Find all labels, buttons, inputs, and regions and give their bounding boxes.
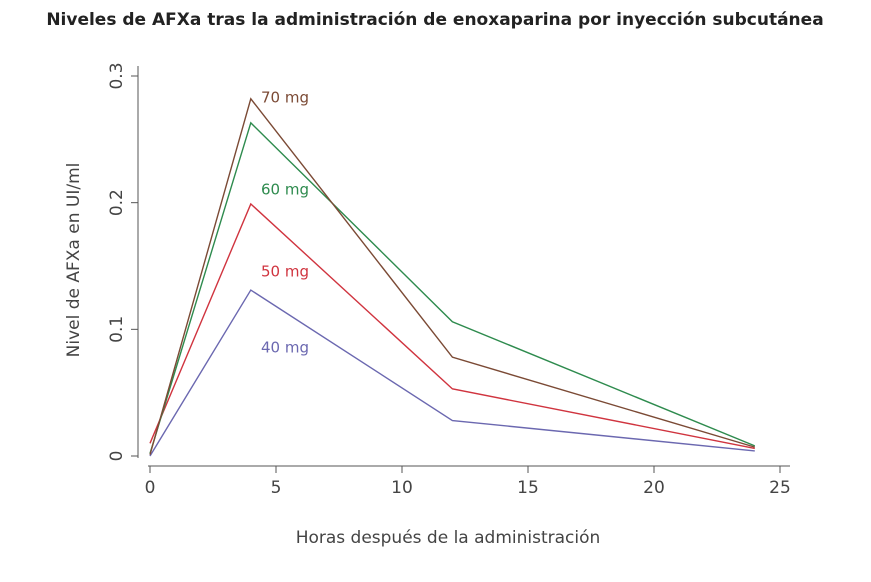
- x-tick-label: 25: [769, 478, 791, 498]
- series-line: [149, 289, 755, 457]
- x-axis-label: Horas después de la administración: [296, 528, 601, 548]
- x-tick-label: 20: [643, 478, 665, 498]
- series-line: [149, 202, 755, 450]
- series-label: 50 mg: [261, 263, 309, 281]
- series-label: 40 mg: [261, 339, 309, 357]
- y-axis-label: Nivel de AFXa en UI/ml: [64, 163, 84, 358]
- x-tick-label: 5: [271, 478, 282, 498]
- series-label: 60 mg: [261, 181, 309, 199]
- y-tick-label: 0.3: [107, 62, 127, 89]
- x-tick-label: 0: [145, 478, 156, 498]
- y-tick-label: 0.1: [107, 316, 127, 343]
- y-tick-label: 0.2: [107, 189, 127, 216]
- series-line: [149, 97, 755, 455]
- chart-title: Niveles de AFXa tras la administración d…: [46, 10, 823, 30]
- series-label: 70 mg: [261, 89, 309, 107]
- y-tick-label: 0: [107, 451, 127, 462]
- x-tick-label: 15: [517, 478, 539, 498]
- series-line: [149, 121, 756, 454]
- x-tick-label: 10: [391, 478, 413, 498]
